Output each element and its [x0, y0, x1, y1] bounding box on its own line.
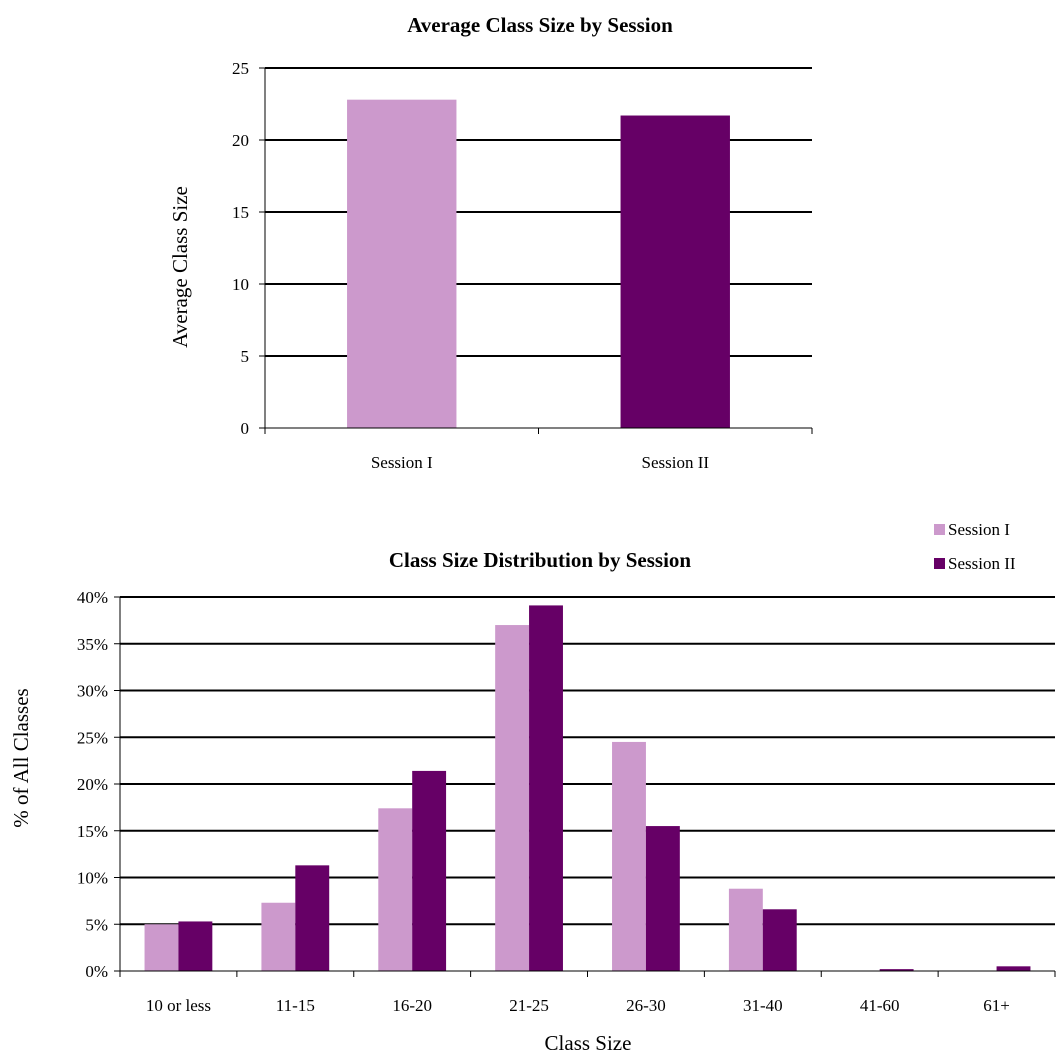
chart2-bar-session-1	[378, 808, 413, 971]
chart2-y-tick-label: 0%	[85, 962, 108, 981]
chart2-bar-session-1	[728, 888, 763, 971]
chart2-bar-session-2	[412, 770, 447, 971]
chart1-y-axis-label: Average Class Size	[168, 186, 192, 348]
chart1-y-tick-label: 5	[241, 347, 250, 366]
class-size-distribution-chart: Class Size Distribution by Session % of …	[9, 520, 1056, 1055]
legend-swatch-session-2	[934, 558, 945, 569]
legend-swatch-session-1	[934, 524, 945, 535]
chart2-y-tick-label: 30%	[77, 682, 108, 701]
chart1-y-tick-label: 20	[232, 131, 249, 150]
chart2-y-axis-label: % of All Classes	[9, 688, 33, 827]
chart2-x-tick-label: 31-40	[743, 996, 783, 1015]
chart2-bar-session-1	[495, 625, 530, 971]
chart2-x-tick-label: 61+	[983, 996, 1010, 1015]
chart1-y-tick-label: 15	[232, 203, 249, 222]
chart2-x-tick-label: 16-20	[392, 996, 432, 1015]
chart2-y-tick-label: 35%	[77, 635, 108, 654]
chart2-title: Class Size Distribution by Session	[389, 548, 692, 572]
chart1-y-tick-label: 25	[232, 59, 249, 78]
chart2-y-tick-label: 40%	[77, 588, 108, 607]
legend-label-session-2: Session II	[948, 554, 1016, 573]
chart1-y-tick-label: 0	[241, 419, 250, 438]
chart2-bar-session-1	[612, 741, 646, 971]
chart2-legend: Session I Session II	[934, 520, 1016, 573]
chart2-x-tick-label: 41-60	[860, 996, 900, 1015]
legend-label-session-1: Session I	[948, 520, 1010, 539]
chart2-x-tick-label: 11-15	[276, 996, 315, 1015]
chart1-title: Average Class Size by Session	[407, 13, 673, 37]
chart2-y-tick-label: 15%	[77, 822, 108, 841]
chart1-bar	[620, 115, 730, 429]
chart2-y-tick-label: 20%	[77, 775, 108, 794]
chart2-y-tick-label: 10%	[77, 869, 108, 888]
chart2-y-tick-label: 5%	[85, 915, 108, 934]
chart1-x-tick-label: Session I	[371, 453, 433, 472]
chart2-bar-session-2	[295, 865, 330, 971]
chart1-y-tick-label: 10	[232, 275, 249, 294]
chart2-x-tick-label: 10 or less	[146, 996, 211, 1015]
chart2-x-axis-label: Class Size	[545, 1031, 632, 1055]
chart2-bar-session-2	[645, 826, 680, 971]
chart2-bar-session-2	[996, 966, 1031, 971]
chart2-bar-session-1	[261, 902, 296, 971]
chart2-x-tick-label: 21-25	[509, 996, 549, 1015]
chart2-x-tick-label: 26-30	[626, 996, 666, 1015]
chart2-bar-session-2	[879, 969, 914, 971]
chart1-x-tick-label: Session II	[641, 453, 709, 472]
chart2-bar-session-1	[144, 924, 179, 971]
chart2-bar-session-2	[529, 605, 563, 971]
chart1-bar	[347, 99, 457, 429]
chart2-bar-session-2	[178, 921, 213, 971]
average-class-size-chart: Average Class Size by Session Average Cl…	[168, 13, 813, 472]
chart2-y-tick-label: 25%	[77, 728, 108, 747]
chart2-bar-session-2	[762, 909, 797, 971]
